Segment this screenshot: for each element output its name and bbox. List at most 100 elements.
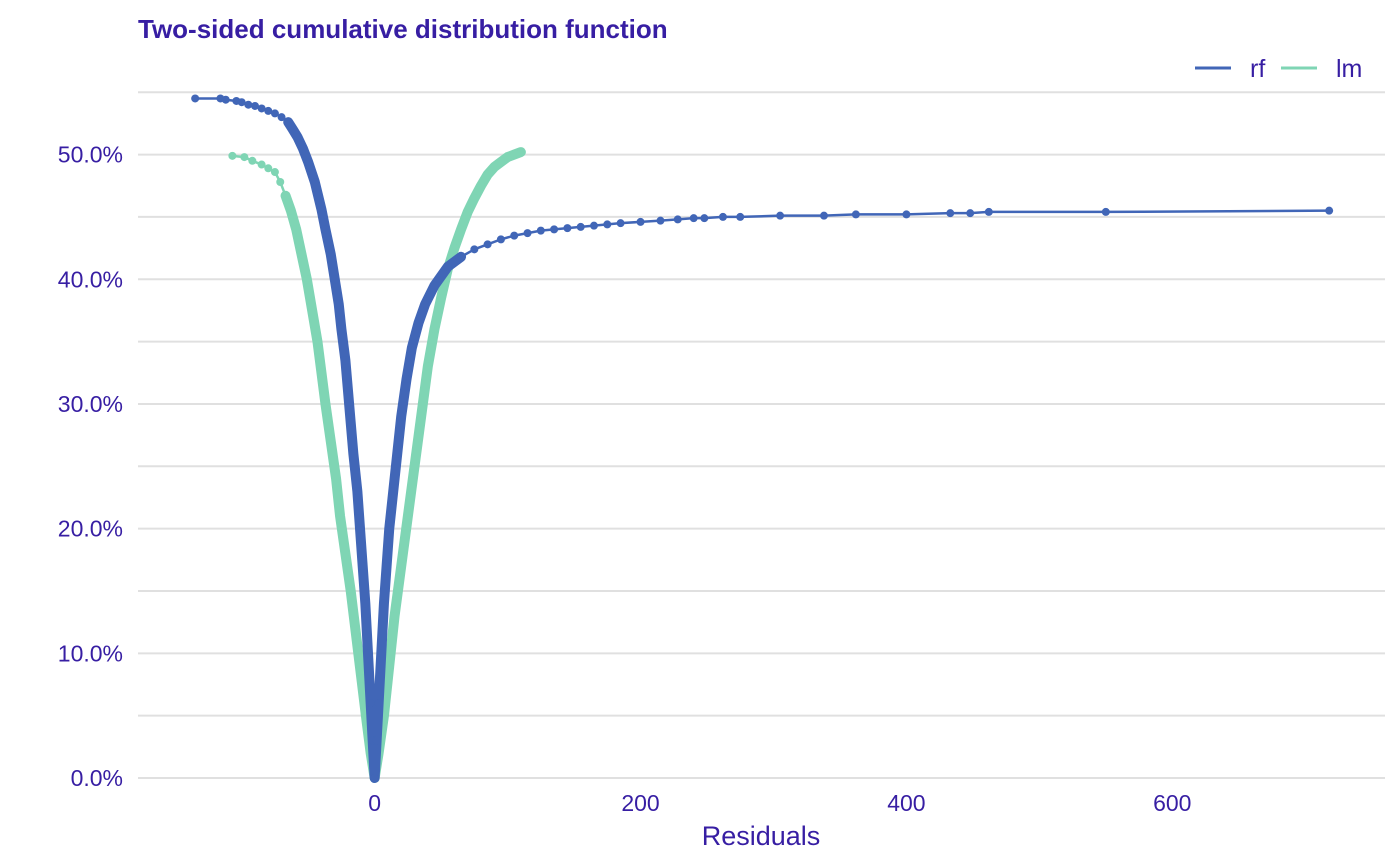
data-point-lm: [457, 225, 466, 234]
data-point-lm: [228, 151, 237, 160]
data-point-rf: [673, 215, 682, 224]
y-tick-label: 30.0%: [58, 391, 123, 417]
data-point-lm: [410, 462, 419, 471]
data-point-lm: [510, 150, 519, 159]
data-point-rf: [851, 210, 860, 219]
x-tick-label: 600: [1153, 790, 1191, 816]
data-point-lm: [470, 194, 479, 203]
data-point-rf: [483, 240, 492, 249]
data-point-rf: [366, 699, 375, 708]
data-point-rf: [718, 212, 727, 221]
data-point-lm: [326, 437, 335, 446]
legend: rf lm: [1195, 55, 1362, 83]
data-point-rf: [414, 318, 423, 327]
data-point-rf: [356, 524, 365, 533]
data-point-rf: [361, 599, 370, 608]
data-point-lm: [450, 244, 459, 253]
data-point-rf: [616, 219, 625, 228]
data-point-rf: [326, 250, 335, 259]
data-point-lm: [292, 225, 301, 234]
data-point-rf: [393, 449, 402, 458]
data-point-rf: [819, 211, 828, 220]
y-tick-label: 0.0%: [71, 765, 123, 791]
data-point-rf: [656, 216, 665, 225]
data-point-rf: [191, 94, 200, 103]
data-point-lm: [302, 275, 311, 284]
data-point-rf: [496, 235, 505, 244]
data-point-rf: [550, 225, 559, 234]
x-tick-label: 0: [368, 790, 381, 816]
data-point-rf: [470, 245, 479, 254]
data-point-rf: [379, 599, 388, 608]
y-axis-ticks: 0.0% 10.0% 20.0% 30.0% 40.0% 50.0%: [58, 142, 123, 791]
chart-title: Two-sided cumulative distribution functi…: [138, 14, 668, 44]
data-point-lm: [476, 181, 485, 190]
data-point-rf: [221, 95, 230, 104]
data-point-lm: [270, 168, 279, 177]
y-tick-label: 40.0%: [58, 266, 123, 292]
data-point-rf: [402, 375, 411, 384]
gridlines: [138, 91, 1385, 779]
data-point-rf: [536, 226, 545, 235]
data-point-rf: [1325, 206, 1334, 215]
data-point-rf: [374, 699, 383, 708]
data-point-rf: [310, 178, 319, 187]
data-point-lm: [385, 661, 394, 670]
data-point-rf: [284, 118, 293, 127]
data-point-rf: [337, 325, 346, 334]
data-point-lm: [417, 412, 426, 421]
legend-label-lm: lm: [1336, 55, 1362, 83]
data-point-rf: [349, 449, 358, 458]
data-point-lm: [352, 630, 361, 639]
data-point-lm: [257, 160, 266, 169]
data-point-rf: [430, 281, 439, 290]
data-point-lm: [357, 674, 366, 683]
data-point-rf: [277, 113, 286, 122]
data-point-rf: [377, 649, 386, 658]
data-point-rf: [244, 100, 253, 109]
data-point-lm: [313, 337, 322, 346]
data-point-rf: [363, 649, 372, 658]
data-point-rf: [984, 207, 993, 216]
data-point-lm: [503, 153, 512, 162]
x-tick-label: 200: [621, 790, 659, 816]
data-point-rf: [334, 300, 343, 309]
data-point-lm: [332, 474, 341, 483]
data-point-lm: [276, 178, 285, 187]
data-point-rf: [353, 487, 362, 496]
x-axis-ticks: 0 200 400 600: [368, 790, 1191, 816]
data-point-rf: [250, 101, 259, 110]
data-point-rf: [389, 487, 398, 496]
data-point-rf: [257, 104, 266, 113]
data-point-rf: [776, 211, 785, 220]
data-point-lm: [297, 250, 306, 259]
data-point-rf: [346, 418, 355, 427]
data-point-rf: [736, 212, 745, 221]
data-point-rf: [576, 222, 585, 231]
y-tick-label: 20.0%: [58, 516, 123, 542]
data-point-rf: [270, 109, 279, 118]
data-point-rf: [317, 205, 326, 214]
data-point-rf: [457, 252, 466, 261]
data-point-lm: [430, 325, 439, 334]
data-point-rf: [563, 224, 572, 233]
data-point-lm: [437, 293, 446, 302]
data-point-rf: [397, 412, 406, 421]
x-tick-label: 400: [887, 790, 925, 816]
data-point-lm: [516, 148, 525, 157]
data-point-lm: [336, 512, 345, 521]
data-point-rf: [298, 144, 307, 153]
data-point-lm: [397, 562, 406, 571]
data-point-lm: [240, 153, 249, 162]
data-point-lm: [264, 164, 273, 173]
data-point-rf: [288, 124, 297, 133]
data-point-lm: [346, 586, 355, 595]
data-point-rf: [603, 220, 612, 229]
data-point-rf: [370, 774, 379, 782]
data-point-lm: [423, 362, 432, 371]
data-point-rf: [946, 209, 955, 218]
series-rf: [191, 94, 1334, 783]
data-point-rf: [689, 214, 698, 223]
